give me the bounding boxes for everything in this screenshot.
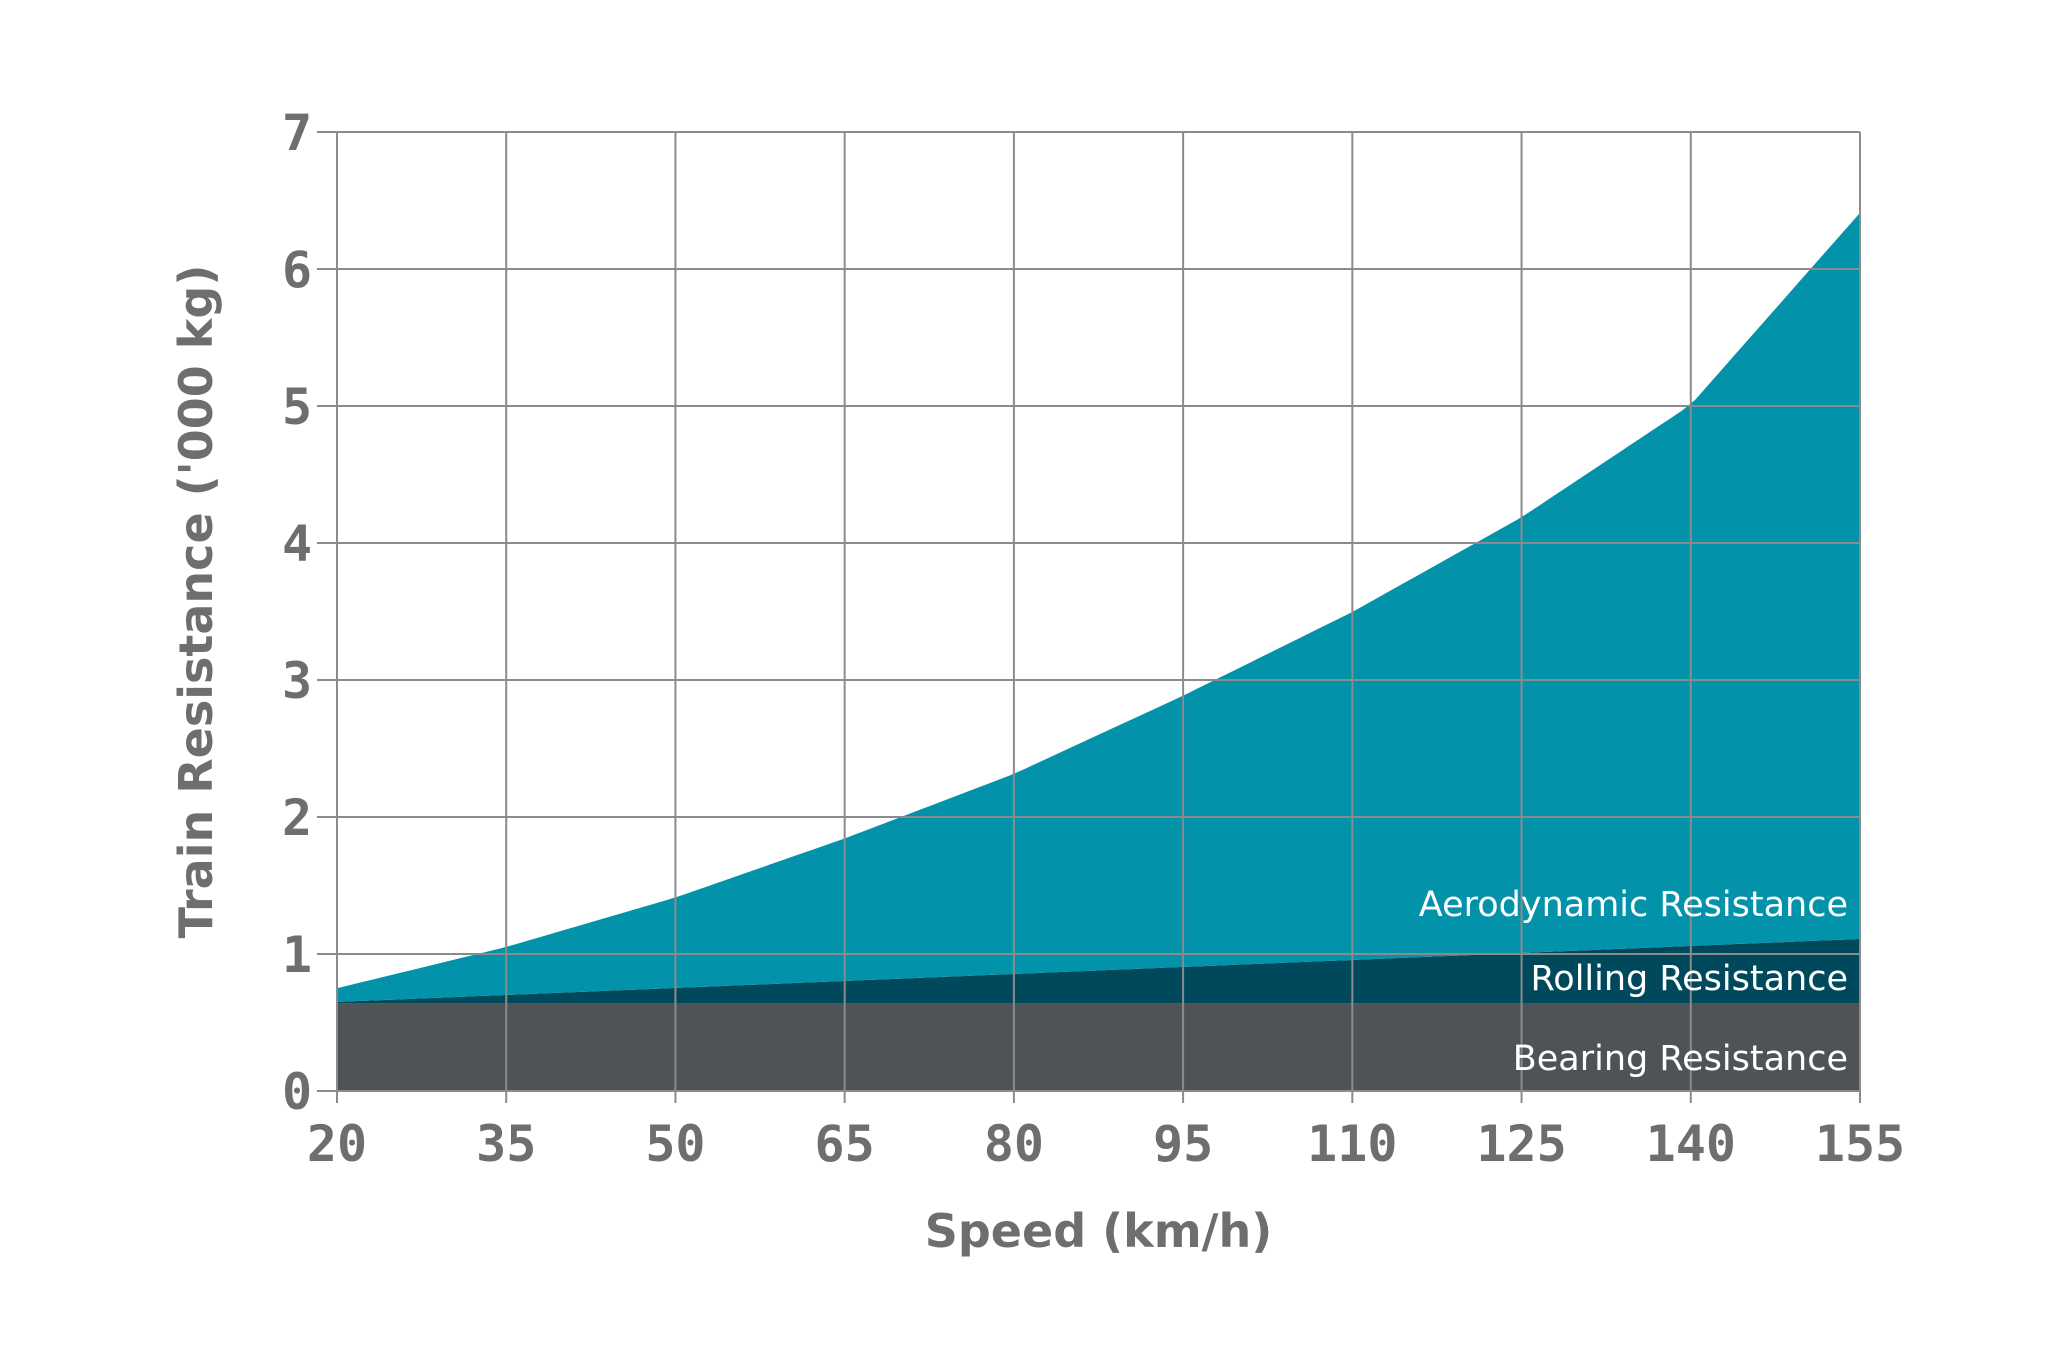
area-rolling-resistance [337,938,1860,1004]
area-aerodynamic-resistance [337,212,1860,1002]
y-tick-label: 7 [282,104,312,162]
y-tick-label: 3 [282,652,312,710]
y-axis-title: Train Resistance ('000 kg) [169,265,223,939]
y-tick-label: 0 [282,1063,312,1121]
area-bearing-resistance [337,1003,1860,1091]
x-tick-label: 110 [1307,1115,1397,1173]
y-tick-label: 2 [282,789,312,847]
series-label-aerodynamic-resistance: Aerodynamic Resistance [1419,885,1848,925]
tick-labels: 20 35 50 65 80 95 110 125 140 155 0 1 2 3 4 5 6 7 [282,104,1905,1173]
y-tick-label: 5 [282,378,312,436]
y-tick-label: 4 [282,515,312,573]
x-tick-label: 65 [815,1115,875,1173]
x-tick-label: 50 [645,1115,705,1173]
x-tick-label: 35 [476,1115,536,1173]
x-tick-label: 20 [307,1115,367,1173]
grid [317,131,1861,1103]
x-tick-label: 140 [1646,1115,1736,1173]
y-tick-label: 6 [282,241,312,299]
x-tick-label: 80 [984,1115,1044,1173]
series-label-rolling-resistance: Rolling Resistance [1531,959,1848,999]
x-tick-label: 155 [1815,1115,1905,1173]
x-tick-label: 95 [1153,1115,1213,1173]
y-tick-label: 1 [282,926,312,984]
area-series-layer [337,212,1860,1091]
x-axis-title: Speed (km/h) [925,1204,1273,1258]
series-labels: Bearing Resistance Rolling Resistance Aero… [1419,885,1848,1079]
series-label-bearing-resistance: Bearing Resistance [1513,1039,1848,1079]
x-tick-label: 125 [1476,1115,1566,1173]
